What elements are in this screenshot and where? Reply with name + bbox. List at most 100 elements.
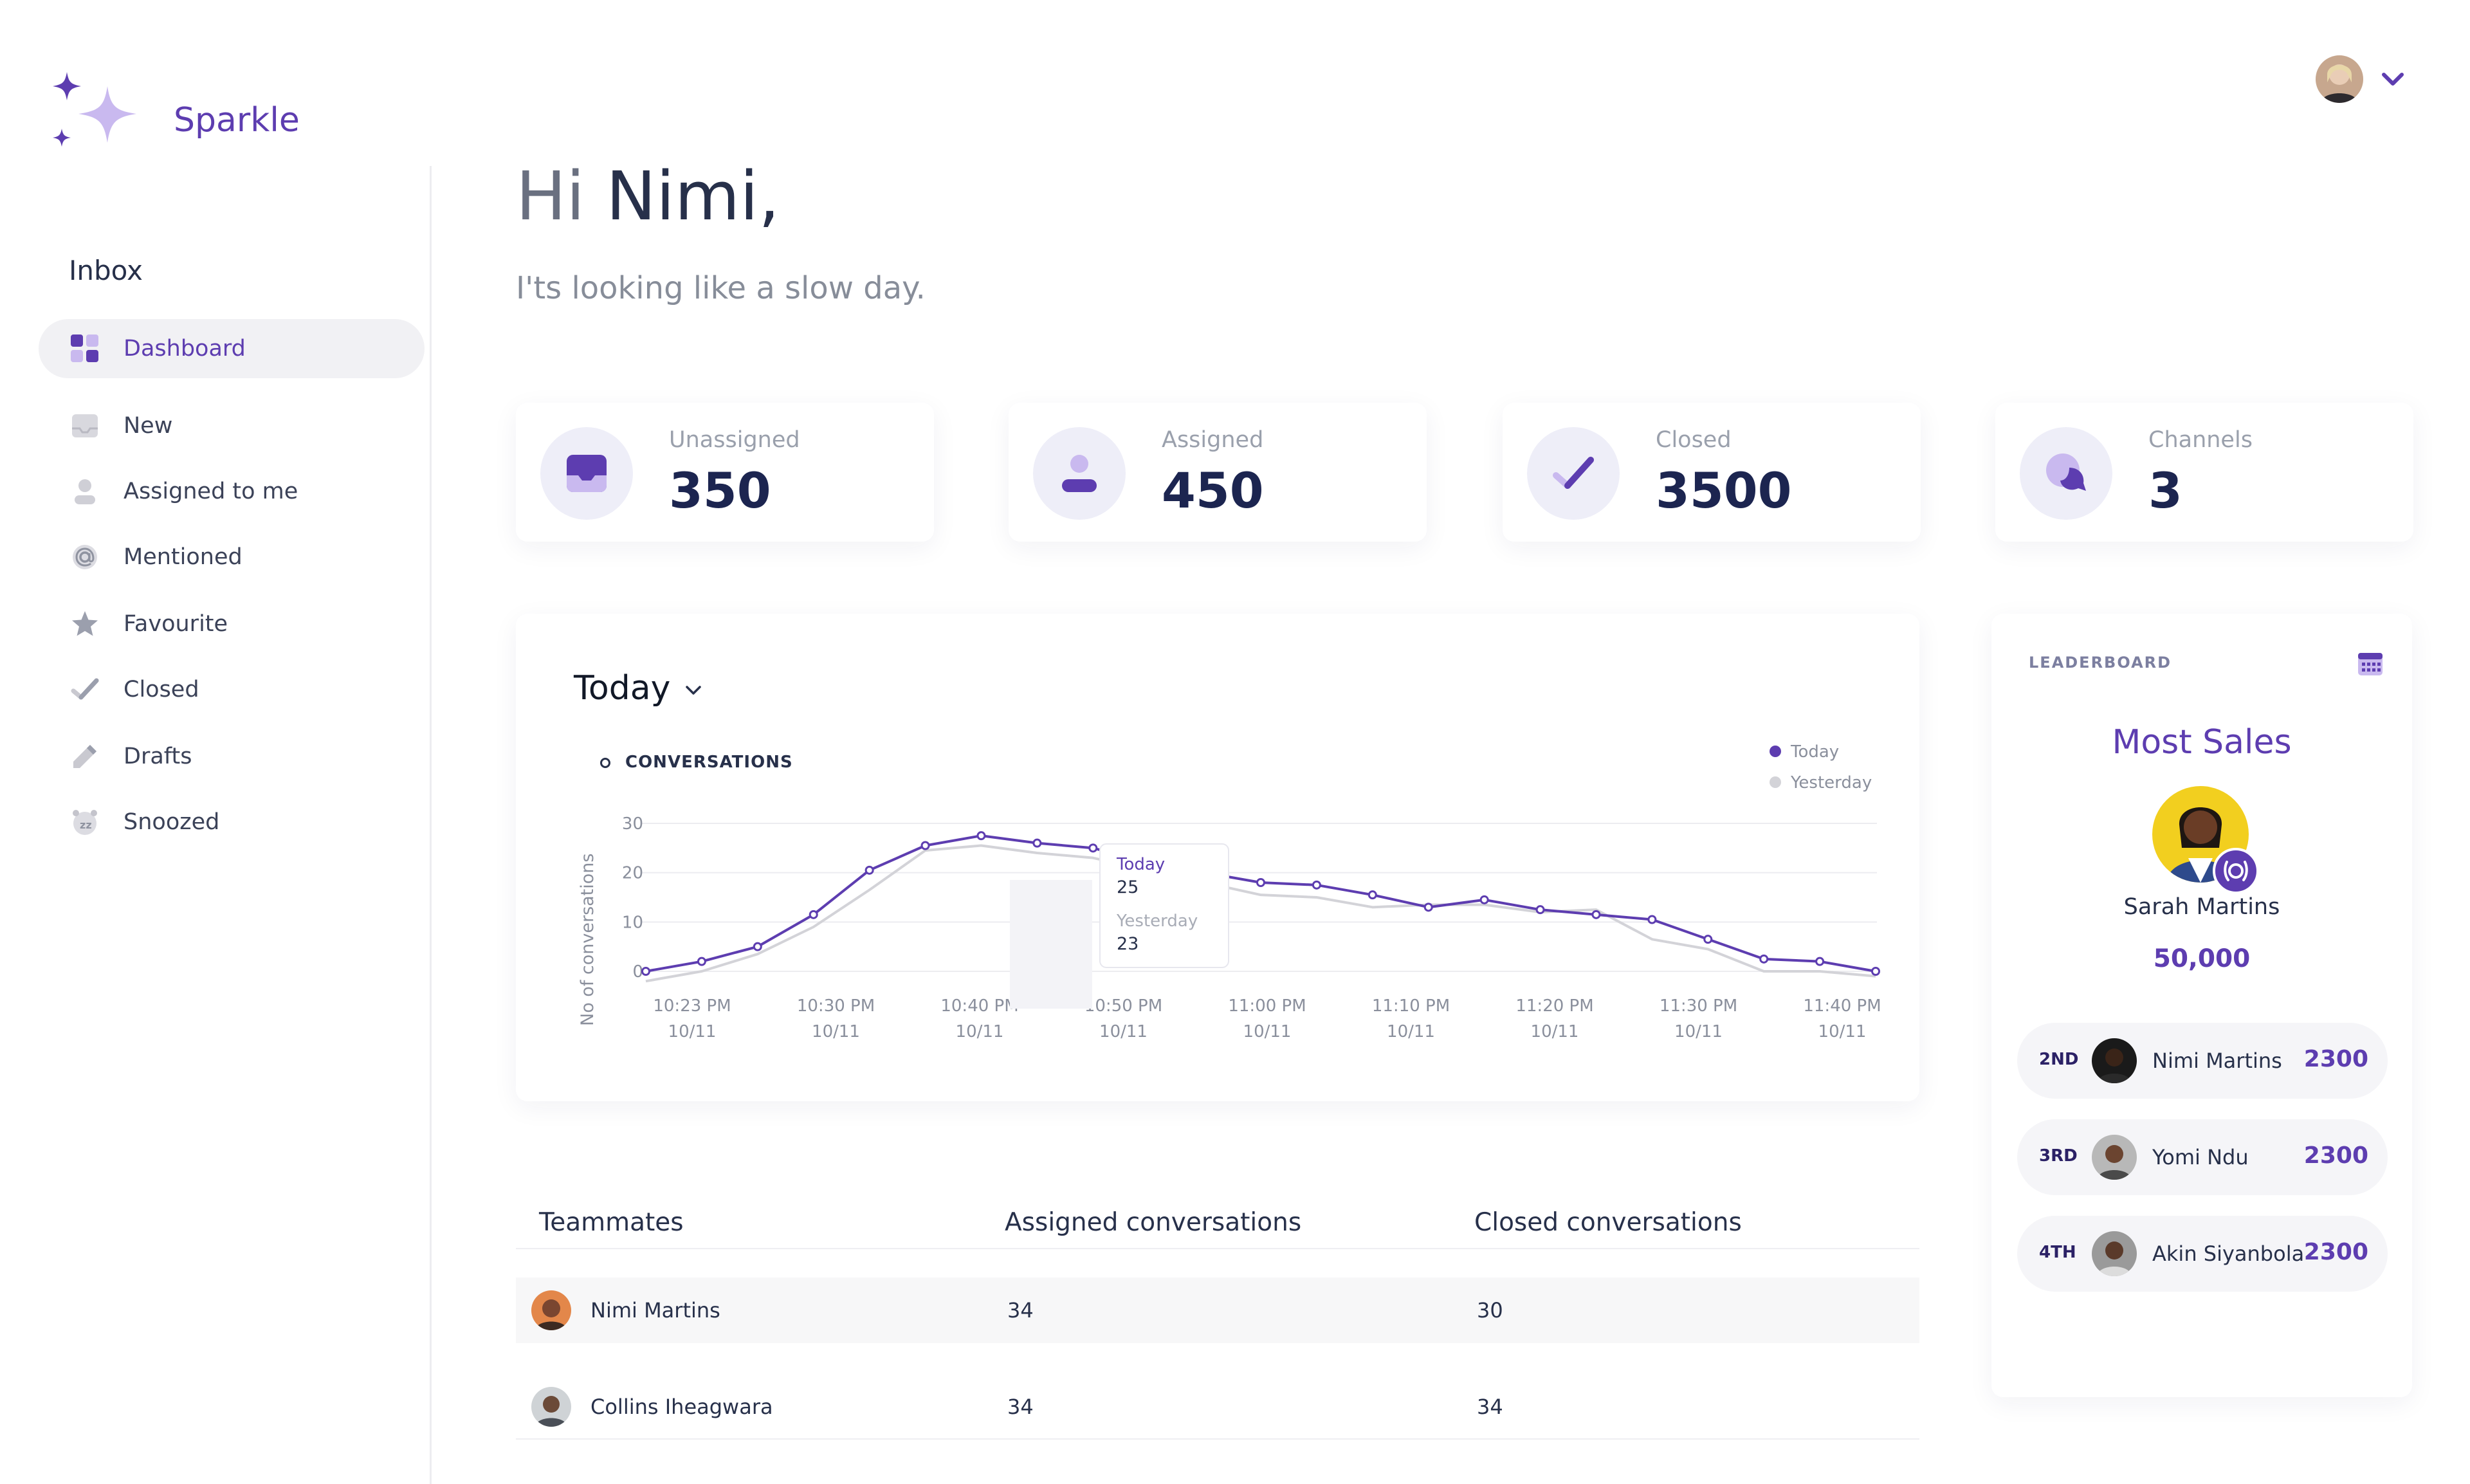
stat-card-channels[interactable]: Channels 3 (1995, 403, 2413, 542)
stat-label: Channels (2148, 427, 2253, 453)
entry-name: Yomi Ndu (2152, 1145, 2249, 1169)
sidebar-item-dashboard[interactable]: Dashboard (39, 319, 425, 378)
data-point (1423, 902, 1433, 912)
leaderboard-entry[interactable]: 2ND Nimi Martins 2300 (2017, 1023, 2388, 1099)
data-point (1368, 890, 1377, 900)
assigned-count: 34 (1007, 1298, 1034, 1323)
y-tick-label: 0 (632, 962, 643, 982)
stat-value: 450 (1162, 462, 1264, 519)
table-row[interactable]: Nimi Martins 34 30 (516, 1278, 1919, 1343)
data-point (1032, 838, 1042, 848)
data-point (1591, 910, 1601, 919)
assigned-count: 34 (1007, 1395, 1034, 1419)
sidebar-item-snoozed[interactable]: zz Snoozed (39, 792, 425, 852)
inbox-tray-icon (540, 427, 633, 520)
greeting-hi: Hi (516, 157, 585, 235)
sidebar-item-mentioned[interactable]: Mentioned (39, 527, 425, 587)
pencil-icon (69, 741, 100, 772)
greeting-name: Nimi, (606, 157, 780, 235)
snooze-icon: zz (69, 807, 100, 838)
x-tick-date: 10/11 (1099, 1022, 1148, 1041)
leaderboard-heading: Most Sales (2112, 723, 2292, 762)
chevron-down-icon[interactable] (2380, 69, 2406, 87)
stat-value: 350 (669, 462, 771, 519)
x-tick-date: 10/11 (1387, 1022, 1435, 1041)
table-header-teammates: Teammates (539, 1208, 684, 1237)
leaderboard-entry[interactable]: 4TH Akin Siyanbola 2300 (2017, 1216, 2388, 1292)
period-select[interactable]: Today (574, 669, 671, 708)
x-tick-label: 11:20 PM (1515, 996, 1593, 1016)
avatar (2092, 1135, 2137, 1180)
sidebar-item-drafts[interactable]: Drafts (39, 727, 425, 786)
inbox-tray-icon (69, 410, 100, 441)
sidebar-item-assigned-to-me[interactable]: Assigned to me (39, 462, 425, 521)
sidebar-item-label: Favourite (124, 611, 228, 637)
user-icon (1033, 427, 1126, 520)
conversations-line-chart: 0 10 20 30 10:23 PM 10/11 10:30 PM 10/11 10:40 … (578, 742, 1881, 1041)
data-point (809, 910, 818, 919)
stat-label: Assigned (1162, 427, 1264, 453)
user-avatar[interactable] (2316, 55, 2363, 103)
check-icon (1527, 427, 1620, 520)
leaderboard-title: LEADERBOARD (2029, 654, 2172, 672)
teammate-name: Nimi Martins (590, 1298, 720, 1323)
sidebar-item-label: Dashboard (124, 336, 246, 362)
x-tick-label: 10:23 PM (653, 996, 731, 1016)
avatar (531, 1290, 571, 1330)
stat-card-unassigned[interactable]: Unassigned 350 (516, 403, 934, 542)
closed-count: 30 (1477, 1298, 1503, 1323)
data-point (1759, 954, 1769, 964)
sidebar-title: Inbox (69, 255, 143, 286)
svg-text:zz: zz (80, 819, 92, 831)
sidebar-divider (430, 166, 432, 1484)
calendar-icon[interactable] (2357, 650, 2384, 677)
at-icon (69, 542, 100, 573)
rank-label: 3RD (2039, 1146, 2078, 1166)
metric-dot-icon (600, 758, 610, 768)
legend-label: Today (1790, 742, 1839, 762)
sidebar-item-new[interactable]: New (39, 396, 425, 455)
y-tick-label: 20 (622, 864, 643, 883)
leaderboard-entry[interactable]: 3RD Yomi Ndu 2300 (2017, 1119, 2388, 1195)
y-tick-label: 10 (622, 913, 643, 932)
sidebar-item-label: Assigned to me (124, 479, 298, 504)
data-point (641, 967, 650, 976)
data-point (1256, 878, 1265, 887)
table-row[interactable]: Collins Iheagwara 34 34 (516, 1374, 1919, 1440)
row-divider (516, 1438, 1919, 1440)
stat-card-closed[interactable]: Closed 3500 (1503, 403, 1921, 542)
avatar (2092, 1038, 2137, 1083)
data-point (976, 831, 986, 841)
x-tick-date: 10/11 (1243, 1022, 1292, 1041)
chart-tooltip: Today 25 Yesterday 23 (1099, 843, 1229, 968)
stat-value: 3 (2148, 462, 2182, 519)
closed-count: 34 (1477, 1395, 1503, 1419)
x-tick-date: 10/11 (956, 1022, 1004, 1041)
x-tick-label: 11:00 PM (1228, 996, 1306, 1016)
x-tick-label: 11:40 PM (1803, 996, 1881, 1016)
tooltip-today-label: Today (1116, 855, 1165, 874)
sidebar-item-label: Mentioned (124, 544, 242, 570)
sidebar-item-closed[interactable]: Closed (39, 660, 425, 719)
x-tick-date: 10/11 (812, 1022, 860, 1041)
winner-badge-icon (2213, 848, 2259, 894)
stat-label: Closed (1656, 427, 1732, 453)
entry-name: Akin Siyanbola (2152, 1241, 2305, 1266)
teammate-name: Collins Iheagwara (590, 1395, 773, 1419)
table-header-assigned: Assigned conversations (1005, 1208, 1302, 1237)
series-line-today (645, 834, 1876, 973)
entry-value: 2300 (2303, 1142, 2368, 1169)
dashboard-icon (69, 333, 100, 364)
stat-value: 3500 (1656, 462, 1792, 519)
data-point (1088, 843, 1098, 853)
sidebar-item-label: Snoozed (124, 809, 220, 835)
user-icon (69, 476, 100, 507)
avatar (2092, 1231, 2137, 1276)
metric-label: CONVERSATIONS (625, 753, 793, 772)
sidebar-item-favourite[interactable]: Favourite (39, 594, 425, 654)
star-icon (69, 609, 100, 639)
chevron-down-icon[interactable] (684, 684, 702, 697)
stat-card-assigned[interactable]: Assigned 450 (1009, 403, 1427, 542)
chat-bubbles-icon (2020, 427, 2112, 520)
data-point (697, 957, 706, 966)
